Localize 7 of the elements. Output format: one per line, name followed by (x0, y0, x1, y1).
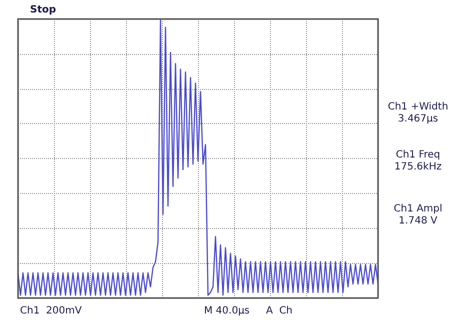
text: Ch1 Ampl 1.748 V (394, 204, 442, 226)
text: Ch1 Freq 175.6kHz (394, 150, 442, 172)
text: Ch1 +Width 3.467µs (388, 102, 448, 124)
text: M 40.0µs (204, 306, 250, 316)
text: A Ch (266, 306, 293, 316)
text: Ch1 200mV (20, 306, 82, 316)
text: Stop (30, 4, 56, 16)
